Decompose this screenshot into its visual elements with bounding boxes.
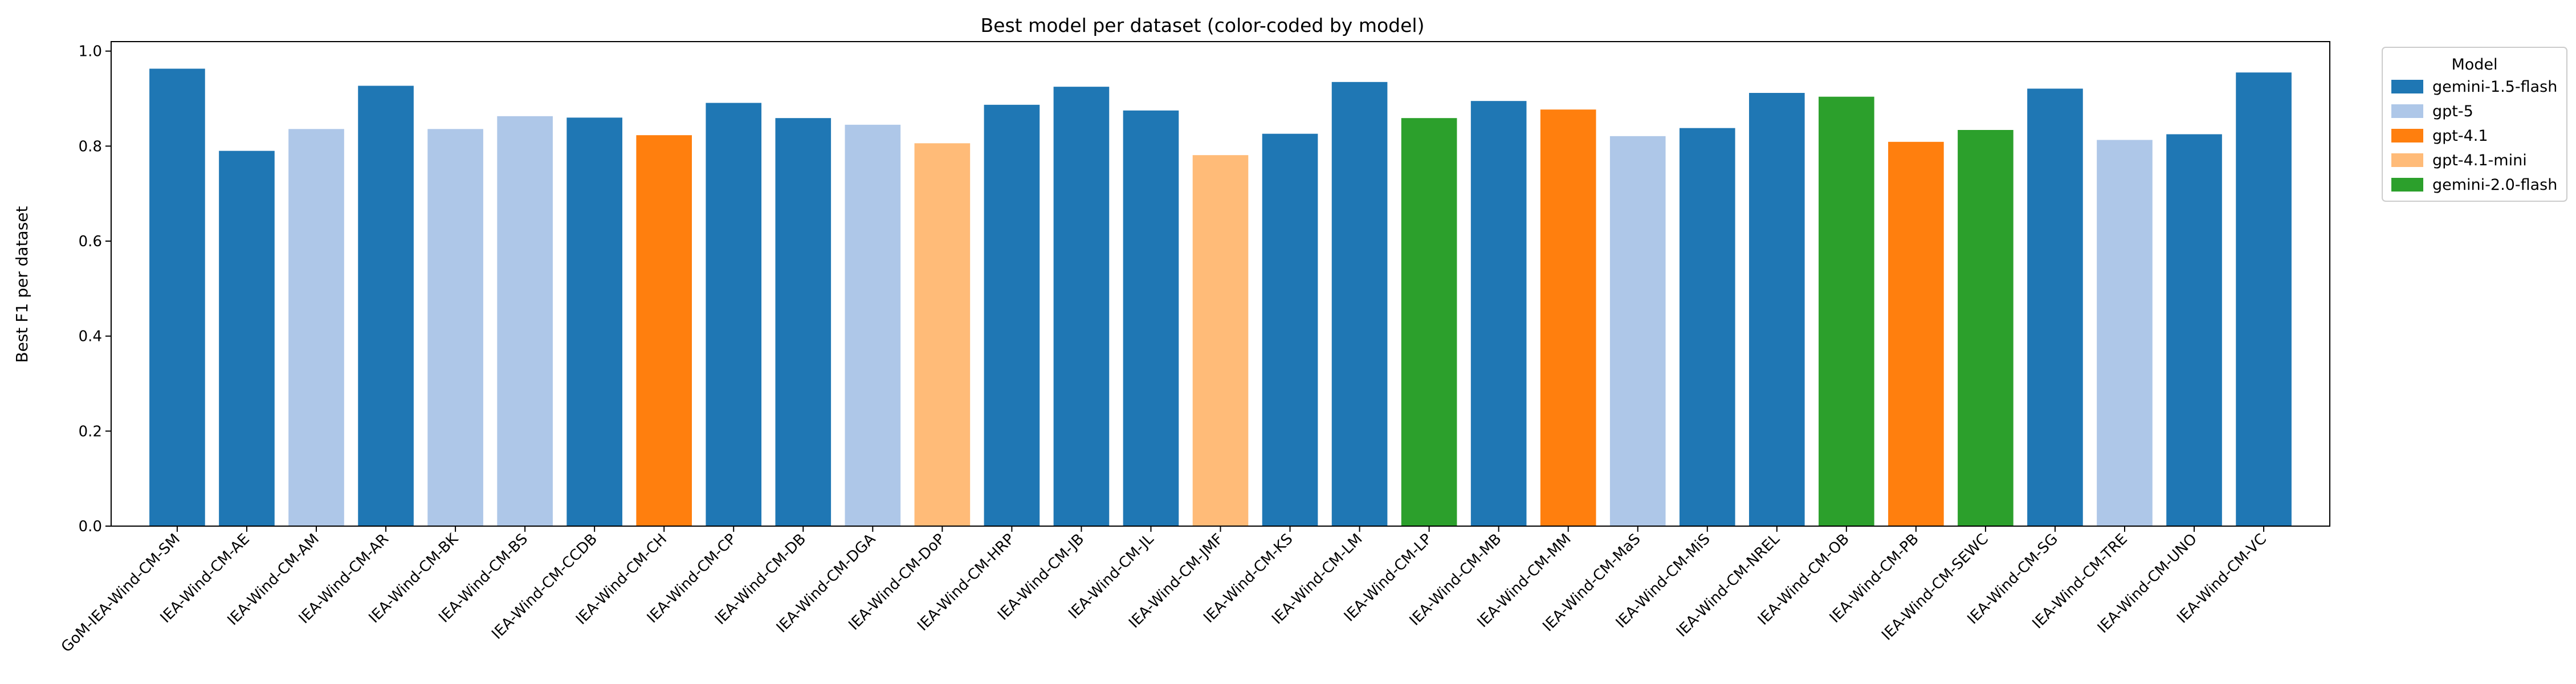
legend-label-gemini-2-0-flash: gemini-2.0-flash [2432, 176, 2557, 194]
bar-iea-wind-cm-mas [1609, 136, 1666, 527]
legend-swatch-gpt-4-1 [2391, 129, 2423, 142]
legend-label-gpt-5: gpt-5 [2432, 103, 2473, 120]
bar-iea-wind-cm-lp [1401, 118, 1457, 526]
bar-iea-wind-cm-dop [914, 143, 971, 527]
legend-swatch-gemini-2-0-flash [2391, 178, 2423, 192]
bar-iea-wind-cm-dga [845, 124, 901, 527]
bar-iea-wind-cm-db [775, 118, 832, 526]
bar-iea-wind-cm-uno [2166, 134, 2222, 526]
legend: Model gemini-1.5-flash gpt-5 gpt-4.1 gpt-4.… [2382, 47, 2567, 202]
bar-iea-wind-cm-mb [1470, 101, 1527, 526]
legend-label-gpt-4-1-mini: gpt-4.1-mini [2432, 152, 2527, 169]
bar-iea-wind-cm-mis [1679, 128, 1735, 526]
bar-iea-wind-cm-sg [2027, 88, 2083, 526]
y-axis-ticks: 0.0 0.2 0.4 0.6 0.8 1.0 [79, 43, 111, 535]
bar-iea-wind-cm-mm [1540, 109, 1596, 526]
bar-iea-wind-cm-am [288, 129, 344, 527]
bar-iea-wind-cm-ccdb [566, 117, 622, 527]
y-tick-label: 0.0 [79, 518, 102, 535]
bar-iea-wind-cm-nrel [1748, 93, 1805, 526]
bar-iea-wind-cm-ae [219, 150, 275, 527]
bar-iea-wind-cm-jl [1123, 110, 1179, 527]
bar-iea-wind-cm-tre [2097, 140, 2153, 526]
legend-swatch-gemini-1-5-flash [2391, 80, 2423, 93]
legend-label-gemini-1-5-flash: gemini-1.5-flash [2432, 78, 2557, 96]
bar-iea-wind-cm-hrp [984, 104, 1040, 527]
legend-frame [2382, 47, 2567, 202]
bar-iea-wind-cm-jb [1053, 87, 1110, 526]
y-tick-label: 1.0 [79, 43, 102, 60]
bar-iea-wind-cm-ar [358, 85, 414, 526]
y-tick-label: 0.8 [79, 138, 102, 155]
bar-iea-wind-cm-sewc [1958, 130, 2013, 526]
x-tick-label-gom-iea-wind-cm-sm: GoM-IEA-Wind-CM-SM [58, 531, 184, 656]
y-tick-label: 0.2 [79, 423, 102, 440]
plot-frame [111, 41, 2330, 527]
bars-group [149, 68, 2292, 527]
bar-iea-wind-cm-cp [706, 103, 762, 526]
legend-items: gemini-1.5-flash gpt-5 gpt-4.1 gpt-4.1-mini… [2391, 78, 2557, 194]
bar-iea-wind-cm-lm [1331, 82, 1388, 527]
y-axis-label: Best F1 per dataset [13, 206, 31, 363]
bar-iea-wind-cm-ks [1262, 133, 1318, 526]
bar-iea-wind-cm-vc [2236, 72, 2292, 526]
chart-title: Best model per dataset (color-coded by m… [981, 14, 1425, 36]
bar-gom-iea-wind-cm-sm [149, 68, 205, 526]
bar-iea-wind-cm-jmf [1192, 155, 1249, 527]
bar-iea-wind-cm-bk [427, 129, 483, 527]
legend-swatch-gpt-5 [2391, 104, 2423, 118]
x-axis-ticks: GoM-IEA-Wind-CM-SMIEA-Wind-CM-AEIEA-Wind… [58, 526, 2270, 656]
bar-iea-wind-cm-bs [497, 116, 553, 527]
bar-iea-wind-cm-ch [636, 135, 692, 526]
legend-title: Model [2451, 56, 2497, 74]
y-tick-label: 0.6 [79, 233, 102, 250]
bar-iea-wind-cm-ob [1819, 96, 1874, 526]
y-tick-label: 0.4 [79, 328, 102, 345]
bar-iea-wind-cm-pb [1888, 141, 1944, 527]
legend-label-gpt-4-1: gpt-4.1 [2432, 127, 2488, 145]
legend-swatch-gpt-4-1-mini [2391, 153, 2423, 167]
